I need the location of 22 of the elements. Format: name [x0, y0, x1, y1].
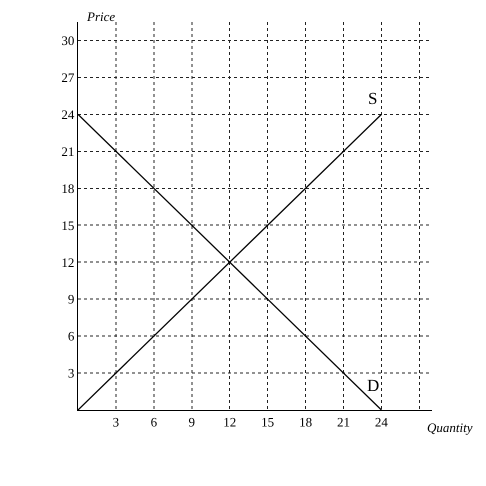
x-tick-label: 12: [223, 414, 236, 430]
x-tick-label: 9: [188, 414, 196, 430]
x-tick-label: 21: [337, 414, 350, 430]
y-tick-label: 12: [61, 254, 74, 270]
x-tick-label: 24: [374, 414, 388, 430]
x-axis-title: Quantity: [427, 420, 473, 435]
y-axis-title: Price: [86, 9, 116, 24]
y-tick-label: 3: [68, 366, 74, 381]
x-tick-label: 15: [261, 414, 274, 430]
y-tick-label: 27: [61, 70, 75, 85]
series-label: D: [367, 376, 380, 395]
y-tick-label: 6: [68, 328, 75, 344]
series-label: S: [368, 89, 378, 108]
y-tick-label: 30: [61, 33, 74, 48]
y-tick-label: 18: [61, 180, 74, 196]
x-tick-label: 18: [299, 414, 312, 430]
y-tick-label: 21: [61, 144, 74, 159]
y-tick-label: 24: [61, 106, 75, 122]
y-tick-label: 9: [68, 292, 74, 307]
y-tick-label: 15: [61, 218, 74, 233]
x-tick-label: 3: [112, 414, 120, 430]
x-tick-label: 6: [150, 414, 158, 430]
